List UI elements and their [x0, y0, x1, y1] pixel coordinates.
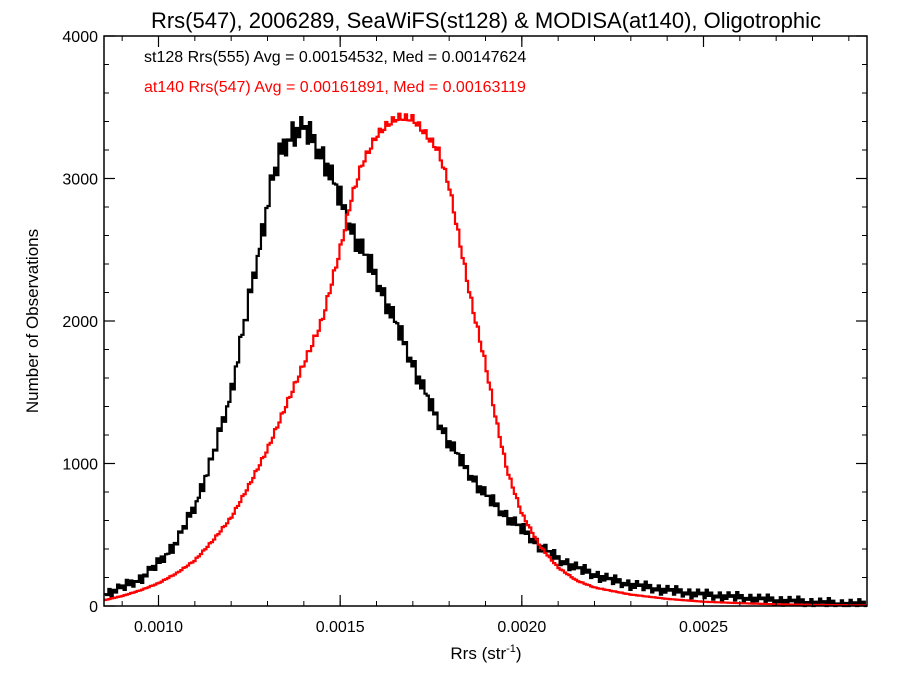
series-line-at140	[104, 112, 867, 607]
x-tick-label: 0.0015	[316, 619, 365, 636]
y-tick-label: 0	[89, 599, 98, 616]
y-tick-label: 2000	[62, 314, 98, 331]
x-axis-label-close: )	[516, 644, 522, 663]
legend-entry-st128: st128 Rrs(555) Avg = 0.00154532, Med = 0…	[144, 49, 526, 66]
x-axis-label: Rrs (str-1)	[450, 643, 521, 663]
x-axis-label-superscript: -1	[506, 643, 516, 655]
series-line-st128	[104, 115, 867, 608]
y-tick-label: 3000	[62, 172, 98, 189]
ticks-layer: 0.0010 0.0015 0.0020 0.0025 0 1000 2000 3000 400…	[62, 29, 867, 636]
chart-title: Rrs(547), 2006289, SeaWiFS(st128) & MODI…	[151, 8, 821, 33]
series-layer	[104, 112, 867, 608]
y-tick-label: 4000	[62, 29, 98, 46]
x-tick-label: 0.0010	[134, 619, 183, 636]
plot-frame	[103, 35, 868, 607]
y-axis-label: Number of Observations	[23, 229, 42, 413]
x-axis-label-main: Rrs (str	[450, 644, 506, 663]
x-tick-label: 0.0020	[497, 619, 546, 636]
x-tick-label: 0.0025	[679, 619, 728, 636]
legend-entry-at140: at140 Rrs(547) Avg = 0.00161891, Med = 0…	[144, 79, 526, 96]
y-tick-label: 1000	[62, 457, 98, 474]
